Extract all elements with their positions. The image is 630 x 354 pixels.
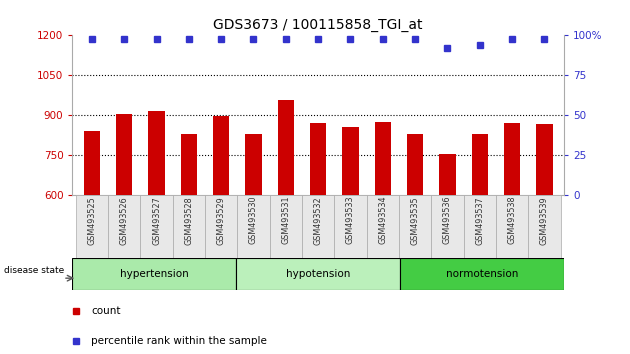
Bar: [375, 122, 391, 195]
Bar: [140, 195, 173, 258]
Bar: [72, 258, 236, 290]
Bar: [181, 133, 197, 195]
Text: percentile rank within the sample: percentile rank within the sample: [91, 336, 267, 346]
Text: GSM493537: GSM493537: [475, 196, 484, 245]
Text: normotension: normotension: [446, 269, 518, 279]
Bar: [149, 111, 164, 195]
Bar: [236, 258, 400, 290]
Bar: [310, 123, 326, 195]
Bar: [399, 195, 432, 258]
Bar: [116, 114, 132, 195]
Text: GSM493533: GSM493533: [346, 196, 355, 245]
Title: GDS3673 / 100115858_TGI_at: GDS3673 / 100115858_TGI_at: [214, 18, 423, 32]
Text: GSM493525: GSM493525: [88, 196, 96, 245]
Text: GSM493527: GSM493527: [152, 196, 161, 245]
Bar: [205, 195, 238, 258]
Bar: [238, 195, 270, 258]
Bar: [278, 101, 294, 195]
Bar: [504, 123, 520, 195]
Bar: [76, 195, 108, 258]
Text: GSM493528: GSM493528: [185, 196, 193, 245]
Bar: [439, 154, 455, 195]
Text: GSM493529: GSM493529: [217, 196, 226, 245]
Bar: [464, 195, 496, 258]
Bar: [302, 195, 335, 258]
Bar: [213, 116, 229, 195]
Bar: [432, 195, 464, 258]
Bar: [270, 195, 302, 258]
Bar: [472, 133, 488, 195]
Bar: [536, 124, 553, 195]
Text: GSM493534: GSM493534: [378, 196, 387, 245]
Bar: [367, 195, 399, 258]
Bar: [407, 133, 423, 195]
Text: GSM493532: GSM493532: [314, 196, 323, 245]
Bar: [496, 195, 529, 258]
Text: GSM493531: GSM493531: [282, 196, 290, 245]
Bar: [84, 131, 100, 195]
Text: GSM493526: GSM493526: [120, 196, 129, 245]
Text: GSM493536: GSM493536: [443, 196, 452, 245]
Text: GSM493530: GSM493530: [249, 196, 258, 245]
Text: GSM493538: GSM493538: [508, 196, 517, 245]
Bar: [529, 195, 561, 258]
Text: hypertension: hypertension: [120, 269, 189, 279]
Text: count: count: [91, 306, 121, 316]
Bar: [108, 195, 140, 258]
Bar: [335, 195, 367, 258]
Bar: [400, 258, 564, 290]
Bar: [246, 133, 261, 195]
Bar: [173, 195, 205, 258]
Bar: [342, 127, 358, 195]
Text: GSM493539: GSM493539: [540, 196, 549, 245]
Text: GSM493535: GSM493535: [411, 196, 420, 245]
Text: disease state: disease state: [4, 266, 64, 275]
Text: hypotension: hypotension: [286, 269, 350, 279]
